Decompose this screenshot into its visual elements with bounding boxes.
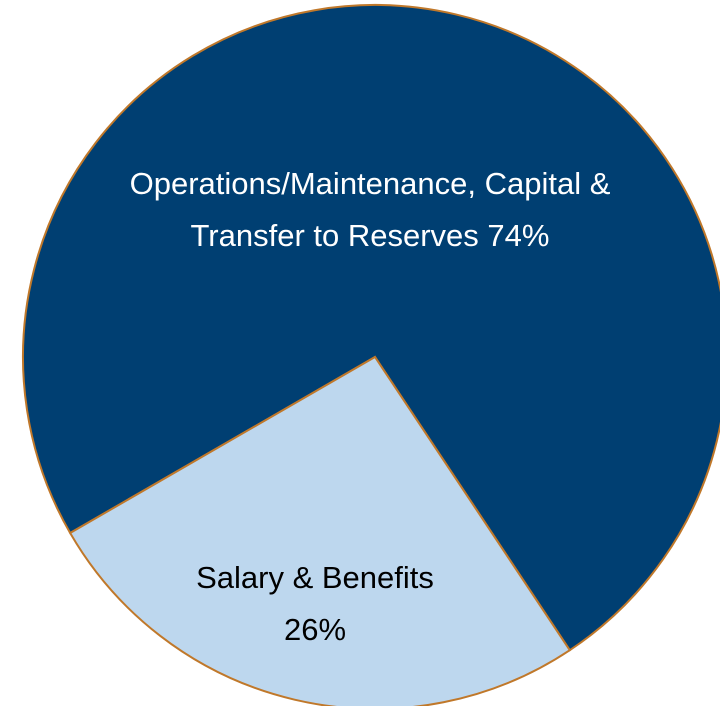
category-label: Salary & Benefits xyxy=(196,560,434,595)
value-label: 74% xyxy=(487,218,550,253)
pie-slice xyxy=(68,355,572,706)
slice-label: Salary & Benefits 26% xyxy=(130,552,500,656)
value-label: 26% xyxy=(283,612,347,647)
slice-label: Operations/Maintenance, Capital & Transf… xyxy=(120,158,620,262)
category-label: Operations/Maintenance, Capital & Transf… xyxy=(129,166,611,253)
pie-slice xyxy=(22,4,720,652)
